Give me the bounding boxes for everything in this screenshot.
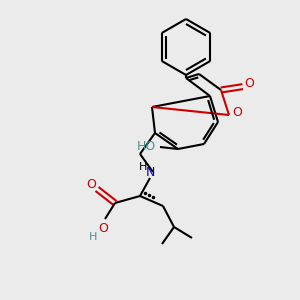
Text: H: H bbox=[89, 232, 97, 242]
Text: O: O bbox=[86, 178, 96, 191]
Text: N: N bbox=[145, 167, 155, 179]
Text: O: O bbox=[232, 106, 242, 119]
Text: HO: HO bbox=[136, 140, 156, 154]
Text: O: O bbox=[98, 221, 108, 235]
Text: O: O bbox=[244, 77, 254, 90]
Text: H: H bbox=[139, 162, 147, 172]
